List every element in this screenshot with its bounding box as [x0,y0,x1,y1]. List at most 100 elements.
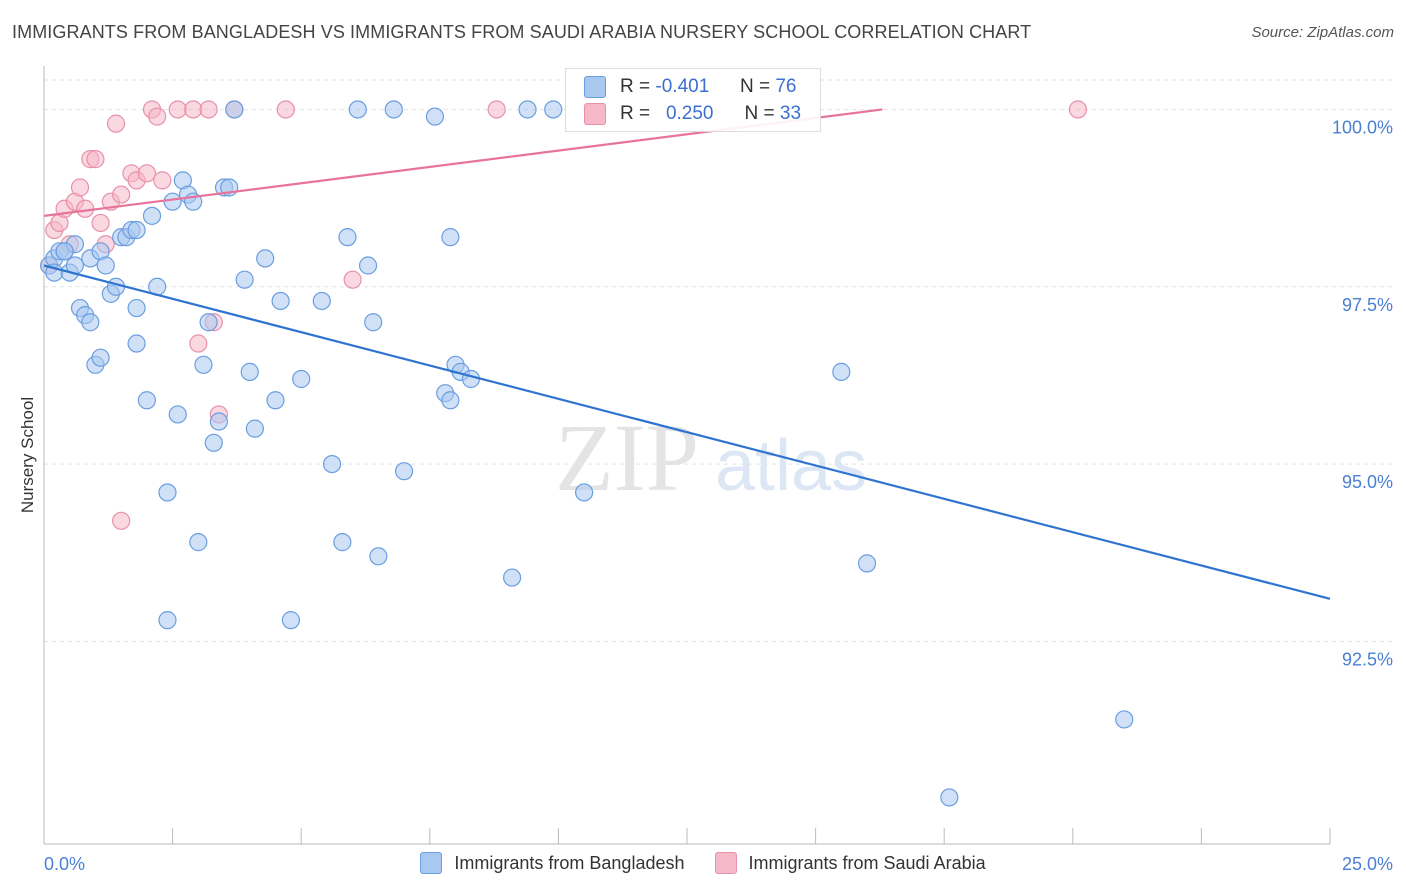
data-point [343,270,362,289]
stats-n-bangladesh: 76 [775,76,797,97]
data-point [940,788,959,807]
data-point [199,313,218,332]
data-point [348,100,367,119]
stats-r-saudi-arabia: 0.250 [665,103,714,124]
data-point [425,107,445,126]
data-point [240,362,259,381]
data-point [112,185,131,204]
data-point [112,511,131,530]
data-point [441,228,460,247]
stats-swatch-bangladesh [584,76,606,98]
y-tick-label: 97.5% [1342,295,1393,315]
data-point [106,114,126,133]
data-point [70,178,90,197]
data-point [142,206,162,225]
y-tick-label: 92.5% [1342,649,1393,669]
legend-label-bangladesh: Immigrants from Bangladesh [454,852,685,873]
legend: Immigrants from Bangladesh Immigrants fr… [0,852,1406,874]
stats-r-label: R = [620,103,651,124]
data-point [158,483,177,502]
source-label: Source: ZipAtlas.com [1251,24,1394,41]
data-point [184,100,203,119]
watermark: ZIP atlas [555,404,867,511]
data-point [76,199,95,218]
stats-r-bangladesh: -0.401 [655,76,710,97]
data-point [461,369,481,389]
data-point [209,412,228,431]
data-point [544,100,563,119]
data-point [204,433,223,452]
gridlines [44,79,1393,642]
legend-item-saudi-arabia[interactable]: Immigrants from Saudi Arabia [714,852,986,874]
y-tick-label: 100.0% [1332,117,1393,137]
data-point [168,100,187,119]
stats-box: R = -0.401 N = 76 R = 0.250 N = 33 [565,68,821,132]
data-point [312,291,331,311]
stats-n-label: N = [744,103,775,124]
data-point [127,220,146,240]
series-bangladesh [40,100,1134,807]
data-point [137,391,156,410]
data-point [158,611,177,630]
data-point [137,164,156,183]
data-point [127,334,146,353]
trend-line-bangladesh [43,264,1331,600]
data-point [163,192,182,211]
data-point [358,256,378,275]
data-point [276,100,295,119]
data-point [148,107,167,126]
data-point [55,242,74,261]
data-point [225,100,244,119]
watermark-atlas: atlas [715,426,867,506]
data-point [441,391,460,410]
data-point [333,533,352,552]
data-point [857,554,877,573]
data-point [832,362,851,381]
data-point [364,313,383,332]
stats-r-label: R = [620,76,651,97]
stats-n-saudi-arabia: 33 [779,103,802,124]
data-point [245,419,265,438]
data-point [292,369,311,389]
data-point [384,100,403,119]
data-point [575,483,594,502]
x-tick-min: 0.0% [44,854,85,874]
stats-swatch-saudi-arabia [584,103,606,125]
x-tick-max: 25.0% [1342,854,1393,874]
data-point [235,270,254,289]
stats-n-label: N = [739,76,771,97]
data-point [168,405,187,424]
data-point [369,547,388,566]
data-point [153,171,172,190]
data-point [91,348,110,367]
data-point [1068,100,1088,119]
data-point [266,391,285,410]
legend-swatch-saudi-arabia [714,852,737,874]
data-point [503,568,522,587]
data-point [394,462,414,481]
y-tick-labels: 100.0% 97.5% 95.0% 92.5% [1332,117,1393,669]
x-tick-labels: 0.0% 25.0% [44,854,1393,874]
data-point [338,228,357,247]
data-point [127,298,146,318]
data-point [281,611,301,630]
data-point [518,100,537,119]
data-point [194,355,213,374]
axes [43,66,1331,845]
data-point [91,213,110,233]
data-point [86,150,105,169]
data-point [487,100,506,119]
legend-swatch-bangladesh [420,852,443,874]
legend-label-saudi-arabia: Immigrants from Saudi Arabia [748,852,986,873]
y-tick-label: 95.0% [1342,472,1393,492]
data-point [1115,710,1134,729]
data-point [199,100,218,119]
data-point [256,249,275,268]
data-point [81,313,100,332]
chart-title: IMMIGRANTS FROM BANGLADESH VS IMMIGRANTS… [12,22,1032,42]
data-point [189,533,208,552]
legend-item-bangladesh[interactable]: Immigrants from Bangladesh [420,852,685,874]
stats-row-saudi-arabia: R = 0.250 N = 33 [584,101,801,127]
data-point [322,454,342,474]
